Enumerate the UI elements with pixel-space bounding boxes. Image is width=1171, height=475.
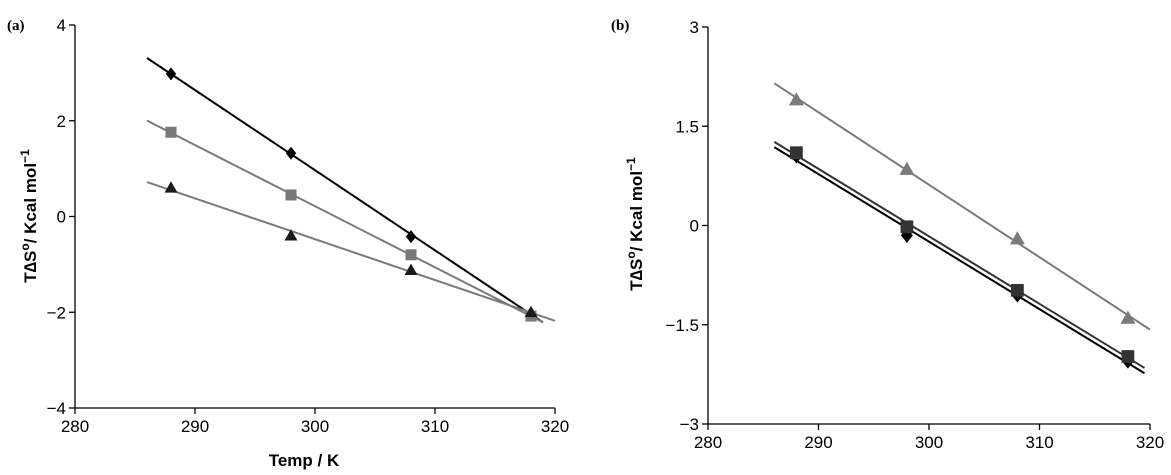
panel-a-series-diamond-point [165,67,177,81]
panel-a-y-title-unit: / Kcal mol [21,163,40,243]
panel-b-y-tick-label: 1.5 [675,117,699,136]
panel-b-y-tick-label: 0 [690,217,699,236]
panel-b-x-tick-label: 280 [694,433,722,452]
panel-a-y-axis-title: T∆So/ Kcal mol−1 [18,149,40,283]
panel-a-y-title-sup: o [18,243,32,250]
panel-b-y-title-unit: / Kcal mol [627,171,646,251]
panel-a-plot: −4 −2 0 2 4 280 290 300 310 320 [47,16,570,436]
panel-a-y-tick-label: −4 [47,399,66,418]
panel-a-series-diamond-point [285,146,297,160]
panel-a-x-axis-title: Temp / K [269,451,340,470]
panel-b-series-square-point [900,220,914,234]
panel-a-series-diamond-fit-line [146,57,544,324]
panel-b-series-square-fit-line [773,141,1145,369]
panel-b-x-tick-label: 310 [1025,433,1053,452]
panel-a-series-square-point [405,249,417,261]
panel-b-series-square-point [1121,350,1135,363]
panel-b-y-tick-label: −1.5 [665,316,699,335]
panel-b-y-title-unit-sup: −1 [624,157,638,171]
panel-b-y-tick-label: −3 [680,415,699,434]
panel-a-y-tick-label: 4 [57,16,66,35]
panel-b-y-title-sup: o [624,251,638,258]
panel-a-y-tick-label: −2 [47,303,66,322]
panel-b-label: (b) [611,18,629,34]
panel-b-plot: −3 −1.5 0 1.5 3 280 290 300 310 320 [665,18,1164,452]
panel-a-series-triangle-point [284,229,298,241]
panel-a-series-square-fit-line [146,119,544,324]
panel-a-series-triangle-point [164,181,178,193]
panel-a-y-tick-label: 2 [57,112,66,131]
panel-a-x-tick-label: 300 [301,417,329,436]
panel-a-series-square-point [285,189,297,201]
panel-b-x-tick-label: 300 [915,433,943,452]
panel-a-x-tick-label: 290 [181,417,209,436]
panel-b-series-triangle-point [788,92,804,106]
panel-a-x-tick-label: 280 [61,417,89,436]
panel-b-x-tick-label: 320 [1136,433,1164,452]
panel-b-series-square-point [790,146,803,160]
panel-a-series-square-point [165,126,177,138]
panel-b-y-title-main: T∆S [627,259,646,291]
panel-a-series-diamond-point [405,230,417,244]
panel-a-y-title-main: T∆S [21,251,40,283]
panel-b-series-triangle-point [1009,231,1025,245]
panel-b-x-tick-label: 290 [804,433,832,452]
panel-a-x-tick-label: 310 [421,417,449,436]
panel-b-series-square-point [1011,283,1024,297]
panel-b-y-tick-label: 3 [690,18,699,37]
panel-b-series-triangle-point [1120,310,1136,324]
panel-b-series-diamond-fit-line [773,146,1145,375]
panel-b-y-axis-title: T∆So/ Kcal mol−1 [624,157,646,291]
panel-a-series-triangle-point [404,263,418,275]
panel-a-x-tick-label: 320 [541,417,569,436]
panel-a-label: (a) [7,18,25,34]
panel-a-series-triangle-point [524,305,538,318]
panel-a-y-tick-label: 0 [57,208,66,227]
panel-a-series-triangle-fit-line [146,181,556,322]
panel-b-series-triangle-point [899,161,915,175]
panel-a-y-title-unit-sup: −1 [18,149,32,163]
panel-b-series-triangle-fit-line [773,82,1151,331]
